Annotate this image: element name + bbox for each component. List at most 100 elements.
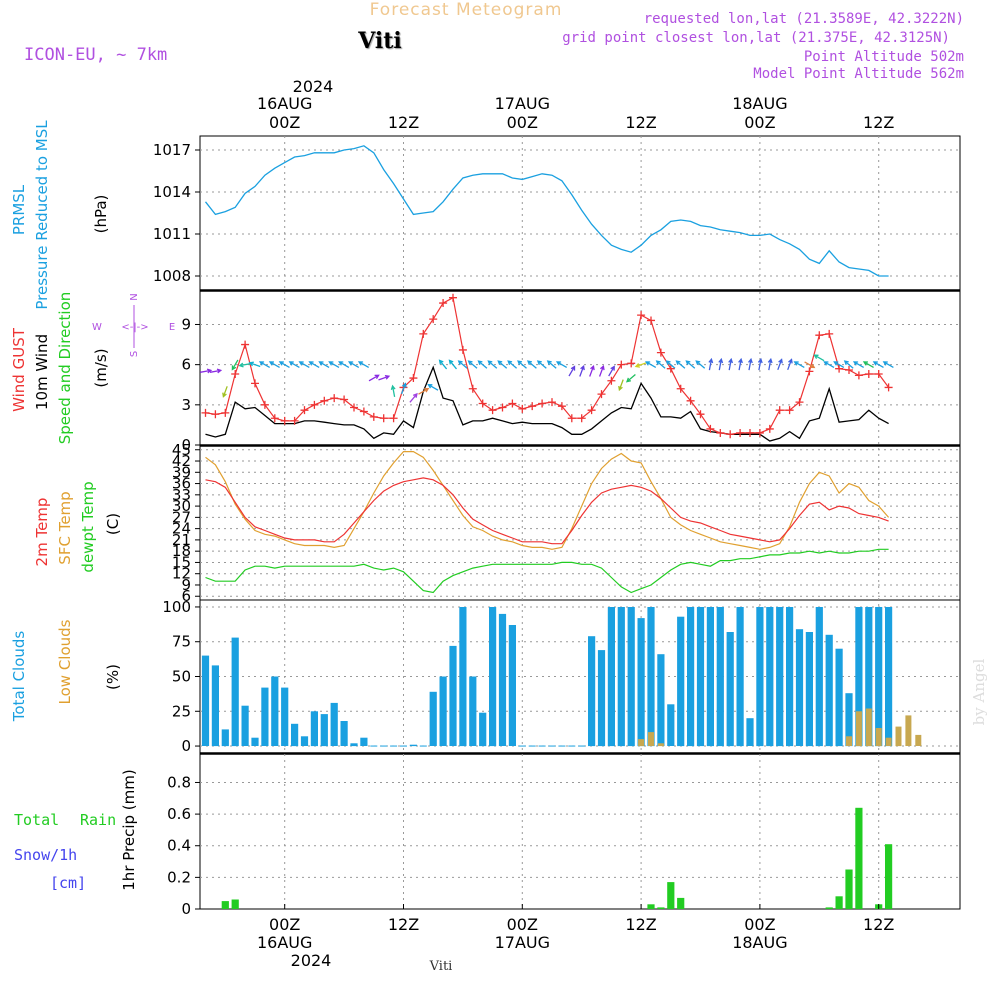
wind-direction-arrow: [328, 361, 340, 368]
total-cloud-bar: [786, 607, 794, 747]
gust-label: Wind GUST: [10, 327, 28, 412]
gust-marker: [300, 406, 309, 415]
low-cloud-bar: [648, 732, 654, 746]
gust-marker: [369, 412, 378, 421]
dewpt-label: dewpt Temp: [79, 481, 97, 572]
top-date-label: 16AUG: [257, 94, 312, 113]
total-cloud-bar: [489, 607, 497, 747]
total-cloud-bar: [449, 645, 457, 746]
y-tick-label: 36: [172, 475, 191, 493]
wind-direction-arrow: [882, 361, 894, 368]
total-cloud-bar: [617, 607, 625, 747]
total-cloud-bar: [588, 636, 596, 747]
wind-direction-arrow: [368, 374, 380, 382]
total-cloud-bar: [716, 607, 724, 747]
gust-marker: [458, 345, 467, 354]
y-tick-label: 1008: [153, 267, 191, 285]
precip-bar: [855, 807, 863, 909]
temperature-panel: [199, 445, 961, 601]
gust-marker: [548, 398, 556, 407]
wind-direction-arrow: [777, 358, 783, 371]
gust-marker: [666, 364, 675, 373]
top-time-label: 12Z: [625, 113, 656, 132]
wind-direction-arrow: [852, 361, 865, 368]
top-time-label: 00Z: [269, 113, 300, 132]
gust-marker: [676, 384, 685, 393]
wind-direction-arrow: [209, 368, 223, 374]
precip-bar: [885, 844, 893, 909]
bottom-year: 2024: [291, 951, 332, 970]
top-time-label: 00Z: [507, 113, 538, 132]
y-tick-label: 3: [181, 396, 191, 414]
bottom-time-label: 00Z: [269, 915, 300, 934]
wind-direction-arrow: [231, 359, 239, 371]
gust-marker: [211, 410, 220, 419]
gust-marker: [280, 416, 289, 425]
clouds-unit-label: (%): [104, 664, 122, 690]
gust-marker: [686, 396, 695, 405]
gust-marker: [706, 424, 715, 433]
total-cloud-bar: [360, 737, 368, 746]
y-tick-label: 45: [172, 441, 191, 459]
gust-marker: [825, 329, 834, 338]
gust-marker: [696, 410, 705, 419]
total-cloud-bar: [300, 736, 309, 746]
wind-direction-arrow: [526, 360, 537, 369]
total-cloud-bar: [597, 650, 606, 747]
gust-marker: [736, 428, 745, 437]
total-clouds-label: Total Clouds: [10, 631, 28, 723]
gust-marker: [795, 398, 804, 407]
prmsl-label: PRMSL: [10, 184, 28, 235]
compass-s: S: [129, 351, 140, 357]
gust-marker: [518, 404, 527, 413]
total-cloud-bar: [687, 607, 695, 747]
total-cloud-bar: [845, 693, 853, 747]
pressure-unit-label: (hPa): [92, 195, 110, 234]
low-cloud-bar: [846, 736, 852, 746]
low-cloud-bar: [895, 726, 902, 747]
bottom-time-label: 12Z: [863, 915, 894, 934]
wind-direction-arrow: [618, 379, 624, 392]
gust-marker: [567, 414, 576, 423]
y-tick-label: 0.4: [167, 837, 191, 855]
model-altitude: Model Point Altitude 562m: [753, 66, 964, 82]
gust-marker: [538, 399, 547, 408]
wind-direction-arrow: [418, 388, 430, 395]
wind-direction-arrow: [400, 382, 407, 395]
precip-bar: [677, 897, 685, 909]
y-tick-label: 9: [181, 576, 191, 594]
gust-marker: [874, 370, 883, 379]
gust-marker: [350, 403, 358, 412]
wind-direction-arrow: [793, 361, 805, 368]
gust-marker: [587, 406, 596, 415]
gust-marker: [419, 329, 428, 338]
precip-bar: [667, 882, 675, 909]
low-cloud-bar: [865, 708, 872, 747]
wind-direction-arrow: [813, 354, 825, 362]
y-tick-label: 50: [172, 668, 191, 686]
gust-marker: [508, 399, 517, 408]
gust-marker: [755, 428, 764, 437]
total-cloud-bar: [221, 729, 229, 747]
wind-direction-arrow: [258, 361, 271, 368]
gust-marker: [854, 371, 863, 380]
dewpt-line: [205, 548, 889, 594]
total-cloud-bar: [439, 676, 447, 746]
total-cloud-bar: [330, 702, 338, 746]
total-cloud-bar: [875, 607, 883, 747]
precip-labels: Total Rain Snow/1h [cm] 1hr Precip (mm): [14, 769, 138, 892]
bottom-time-label: 00Z: [507, 915, 538, 934]
total-cloud-bar: [211, 665, 219, 747]
snow-unit-label: [cm]: [50, 874, 86, 892]
total-cloud-bar: [231, 637, 239, 747]
gust-marker: [577, 414, 586, 423]
gust-line: [205, 296, 890, 435]
gust-marker: [617, 360, 626, 369]
gust-marker: [359, 407, 368, 416]
wind-direction-arrow: [625, 374, 636, 383]
wind-direction-arrow: [843, 360, 854, 369]
y-tick-label: 33: [172, 486, 191, 504]
total-cloud-bar: [350, 743, 358, 747]
total-cloud-bar: [459, 607, 467, 747]
